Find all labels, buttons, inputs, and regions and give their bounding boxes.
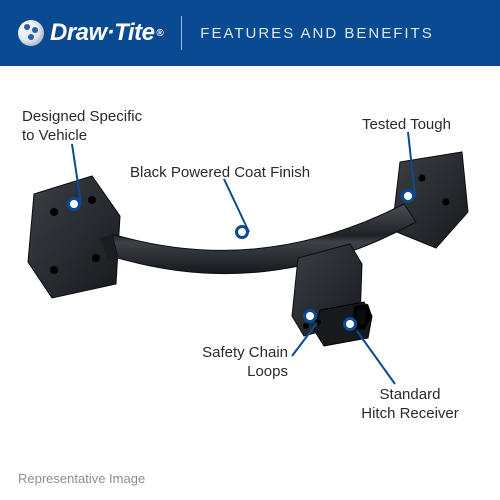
callout-label: Tested Tough bbox=[362, 116, 451, 135]
callout-chain-loops: Safety Chain Loops bbox=[190, 344, 288, 382]
callout-tested: Tested Tough bbox=[362, 116, 451, 135]
footer-caption: Representative Image bbox=[18, 471, 145, 486]
callout-marker-tested bbox=[401, 189, 415, 203]
divider bbox=[181, 16, 182, 50]
diagram-stage: Designed Specific to Vehicle Black Powere… bbox=[0, 66, 500, 500]
header-subtitle: FEATURES AND BENEFITS bbox=[200, 25, 433, 42]
callout-receiver: Standard Hitch Receiver bbox=[350, 386, 470, 424]
header-bar: Draw·Tite ® FEATURES AND BENEFITS bbox=[0, 0, 500, 66]
callout-marker-designed bbox=[67, 197, 81, 211]
infographic-root: Draw·Tite ® FEATURES AND BENEFITS bbox=[0, 0, 500, 500]
callout-designed: Designed Specific to Vehicle bbox=[22, 108, 142, 146]
callout-label: Safety Chain Loops bbox=[190, 344, 288, 382]
callout-black-finish: Black Powered Coat Finish bbox=[130, 164, 310, 183]
registered-mark: ® bbox=[156, 28, 163, 39]
callout-marker-receiver bbox=[343, 317, 357, 331]
callout-label: Designed Specific to Vehicle bbox=[22, 108, 142, 146]
callout-marker-black-finish bbox=[235, 225, 249, 239]
logo-text: Draw·Tite bbox=[50, 19, 154, 47]
hitch-ball-icon bbox=[18, 20, 44, 46]
callout-marker-chain-loops bbox=[303, 309, 317, 323]
callout-label: Standard Hitch Receiver bbox=[350, 386, 470, 424]
brand-logo: Draw·Tite ® bbox=[18, 19, 163, 47]
callout-label: Black Powered Coat Finish bbox=[130, 164, 310, 183]
